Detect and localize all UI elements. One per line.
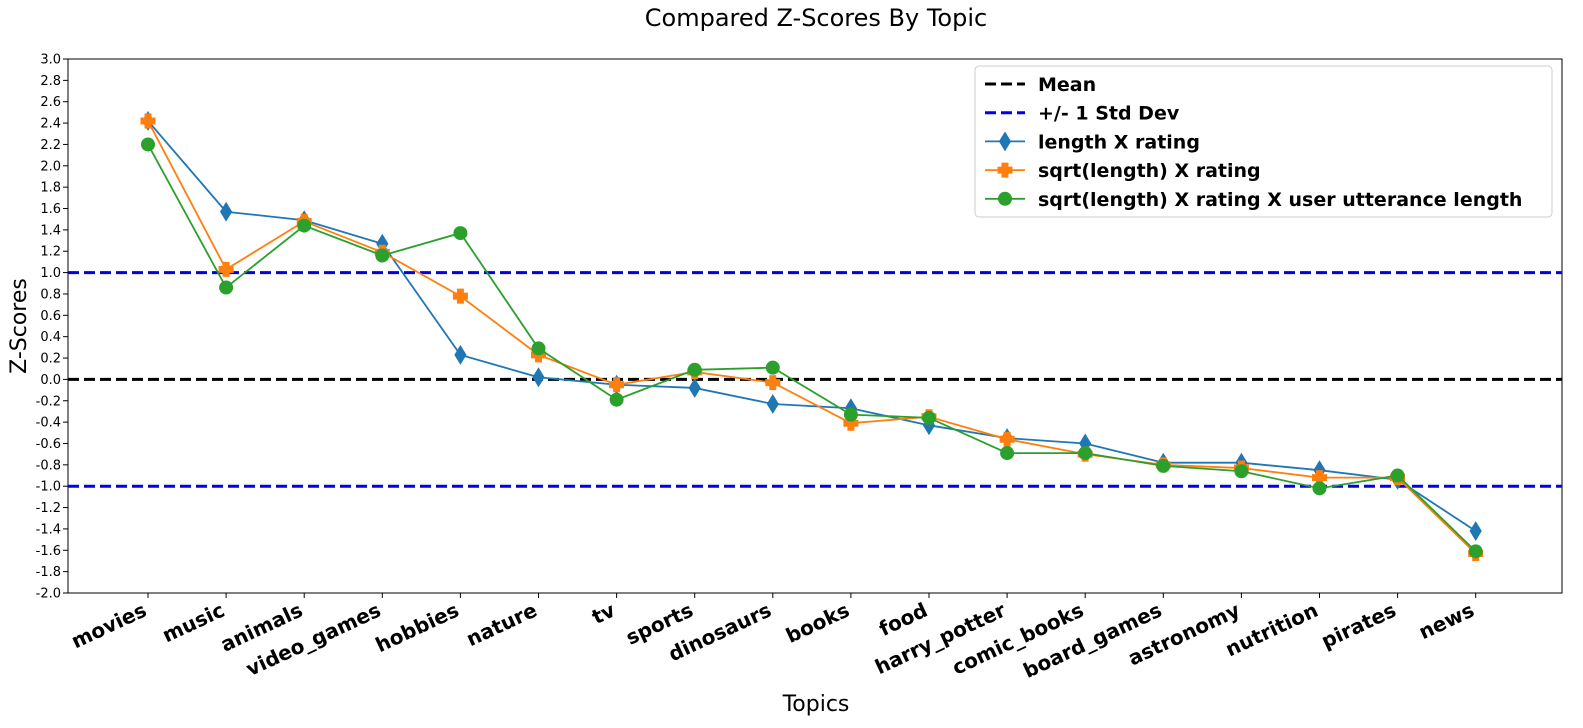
y-tick-label: 1.4	[40, 223, 61, 238]
x-tick-label-movies: movies	[68, 598, 151, 654]
data-point-0-music	[220, 201, 233, 222]
data-point-2-harry_potter	[1000, 446, 1015, 461]
y-tick-label: -0.6	[36, 437, 61, 452]
data-point-2-animals	[297, 218, 312, 233]
y-tick-label: 3.0	[40, 53, 61, 68]
y-tick-label: -1.8	[36, 565, 61, 580]
x-tick-label-news: news	[1415, 598, 1478, 644]
data-point-0-nature	[532, 367, 545, 388]
y-tick-label: 1.2	[40, 245, 61, 260]
y-tick-label: 1.0	[40, 266, 61, 281]
y-axis-title: Z-Scores	[7, 278, 32, 374]
data-point-0-hobbies	[454, 344, 467, 365]
legend-marker-2	[998, 131, 1012, 152]
data-point-2-news	[1468, 544, 1483, 559]
x-tick-label-hobbies: hobbies	[372, 598, 463, 657]
y-tick-label: -1.4	[36, 522, 61, 537]
x-tick-label-tv: tv	[588, 598, 619, 629]
y-tick-label: 0.2	[40, 352, 61, 367]
data-point-1-tv	[609, 377, 625, 393]
data-point-2-tv	[609, 392, 624, 407]
y-tick-label: 1.6	[40, 202, 61, 217]
y-tick-label: 2.6	[40, 95, 61, 110]
data-point-2-hobbies	[453, 226, 468, 241]
x-tick-label-nature: nature	[463, 598, 541, 651]
series-2	[141, 137, 1483, 559]
data-point-2-sports	[687, 362, 702, 377]
data-point-2-video_games	[375, 248, 390, 263]
legend-label-4: sqrt(length) X rating X user utterance l…	[1038, 189, 1522, 211]
legend-label-1: +/- 1 Std Dev	[1038, 103, 1180, 125]
series-line-1	[147, 120, 1477, 555]
chart-title: Compared Z-Scores By Topic	[645, 4, 987, 32]
data-point-2-pirates	[1390, 468, 1405, 483]
legend-label-2: length X rating	[1038, 131, 1200, 153]
y-tick-label: -0.4	[36, 416, 61, 431]
y-tick-label: 0.4	[40, 330, 61, 345]
data-point-2-board_games	[1156, 458, 1171, 473]
data-point-2-food	[922, 410, 936, 425]
data-point-2-music	[219, 280, 234, 295]
plot-frame	[67, 58, 1563, 594]
y-tick-label: 1.8	[40, 181, 61, 196]
legend-frame	[974, 65, 1553, 218]
data-point-2-nature	[531, 341, 546, 356]
y-tick-label: 2.8	[40, 74, 61, 89]
y-tick-label: -0.2	[36, 394, 61, 409]
legend: Mean +/- 1 Std Dev length X rating sqrt(len…	[974, 65, 1553, 218]
legend-label-3: sqrt(length) X rating	[1038, 160, 1261, 182]
y-tick-label: -1.0	[36, 480, 61, 495]
data-point-2-dinosaurs	[765, 360, 780, 375]
x-tick-label-books: books	[782, 598, 853, 648]
data-point-2-nutrition	[1312, 481, 1327, 496]
data-point-0-dinosaurs	[766, 394, 779, 414]
data-point-0-sports	[688, 377, 701, 398]
y-tick-label: -0.8	[36, 458, 61, 473]
y-tick-label: 0.0	[40, 373, 61, 388]
data-point-2-books	[843, 407, 858, 422]
x-tick-label-music: music	[159, 598, 229, 648]
y-tick-label: 0.8	[40, 287, 61, 302]
y-tick-label: -1.2	[36, 501, 61, 516]
y-tick-label: 2.0	[40, 159, 61, 174]
data-point-0-news	[1469, 521, 1482, 542]
data-point-1-music	[218, 261, 234, 277]
data-point-2-movies	[141, 137, 155, 152]
y-tick-label: 2.2	[40, 138, 61, 153]
data-point-2-comic_books	[1078, 446, 1093, 461]
legend-marker-3	[997, 162, 1013, 178]
legend-marker-4	[998, 191, 1012, 206]
data-point-2-astronomy	[1234, 464, 1249, 479]
x-axis-title: Topics	[782, 692, 850, 717]
y-tick-label: -2.0	[36, 587, 61, 602]
series-line-2	[147, 144, 1477, 552]
y-tick-label: 0.6	[40, 309, 61, 324]
data-point-1-movies	[140, 113, 156, 129]
series-line-0	[147, 120, 1477, 532]
data-point-1-hobbies	[452, 288, 468, 304]
data-point-1-harry_potter	[999, 431, 1015, 447]
x-tick-label-pirates: pirates	[1317, 598, 1399, 653]
data-point-1-dinosaurs	[765, 375, 781, 391]
legend-label-0: Mean	[1038, 74, 1096, 96]
y-tick-label: -1.6	[36, 544, 61, 559]
y-tick-label: 2.4	[40, 117, 61, 132]
